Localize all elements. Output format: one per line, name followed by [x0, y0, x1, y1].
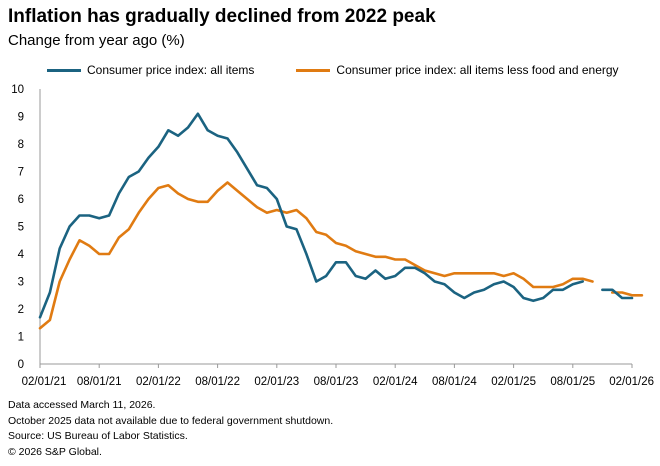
chart-subtitle: Change from year ago (%) [8, 32, 185, 49]
footnote-copyright: © 2026 S&P Global. [8, 445, 102, 458]
y-tick-label: 2 [18, 304, 24, 316]
legend-item-all-items: Consumer price index: all items [47, 63, 254, 77]
line-chart: 0 1 2 3 4 5 6 7 8 9 10 02/01/21 08/01/21 02/01/22 08/0… [11, 84, 654, 388]
y-tick-label: 3 [18, 277, 24, 289]
chart-title: Inflation has gradually declined from 20… [8, 6, 436, 27]
series-line-all-items [601, 288, 634, 300]
y-tick-label: 10 [11, 84, 24, 96]
x-tick-label: 02/01/22 [136, 376, 181, 388]
x-tick-label: 02/01/25 [491, 376, 536, 388]
y-tick-label: 1 [18, 332, 24, 344]
legend-swatch-core [296, 68, 331, 72]
footnote-accessed: Data accessed March 11, 2026. [8, 399, 156, 411]
footnote-shutdown: October 2025 data not available due to f… [8, 414, 334, 427]
y-tick-label: 6 [18, 194, 24, 206]
x-tick-label: 08/01/25 [550, 376, 595, 388]
series-line-core [38, 181, 594, 330]
y-tick-label: 7 [18, 167, 24, 179]
legend-item-core: Consumer price index: all items less foo… [296, 63, 619, 77]
x-tick-label: 02/01/23 [254, 376, 299, 388]
legend-label-all-items: Consumer price index: all items [87, 63, 255, 77]
x-tick-label: 08/01/21 [77, 376, 122, 388]
x-tick-label: 02/01/26 [609, 376, 654, 388]
y-tick-label: 0 [18, 359, 24, 371]
x-tick-label: 02/01/21 [22, 376, 67, 388]
x-tick-label: 02/01/24 [373, 376, 418, 388]
legend-label-core: Consumer price index: all items less foo… [336, 63, 619, 77]
x-tick-label: 08/01/24 [432, 376, 477, 388]
x-tick-label: 08/01/23 [314, 376, 359, 388]
legend: Consumer price index: all items Consumer… [47, 63, 619, 77]
legend-swatch-all-items [47, 68, 81, 72]
footnotes: Data accessed March 11, 2026. October 20… [8, 398, 333, 460]
y-tick-label: 9 [18, 112, 24, 124]
x-tick-label: 08/01/22 [195, 376, 240, 388]
y-tick-label: 5 [18, 222, 24, 234]
y-tick-label: 4 [18, 249, 25, 261]
footnote-source: Source: US Bureau of Labor Statistics. [8, 430, 188, 442]
series-line-all-items [38, 112, 584, 319]
y-tick-label: 8 [18, 139, 24, 151]
